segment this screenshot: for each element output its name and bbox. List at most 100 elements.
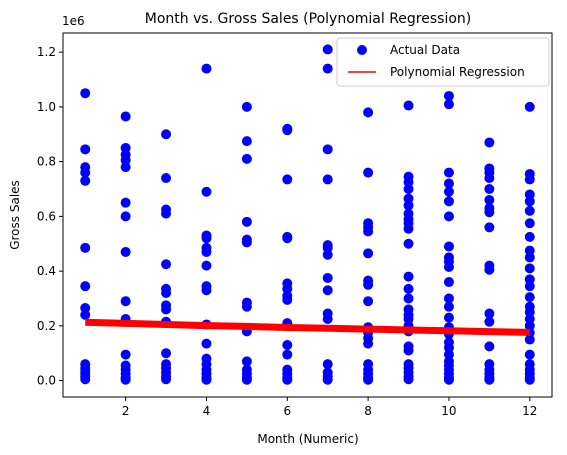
y-tick-label: 0.8 (37, 155, 56, 169)
data-point (201, 233, 212, 244)
data-point (524, 374, 535, 385)
data-point (443, 90, 454, 101)
data-point (484, 374, 495, 385)
legend-box (336, 37, 550, 87)
data-point (524, 334, 535, 345)
data-point (443, 312, 454, 323)
data-point (443, 211, 454, 222)
chart-title: Month vs. Gross Sales (Polynomial Regres… (145, 11, 472, 27)
data-point (241, 374, 252, 385)
data-point (241, 136, 252, 147)
plot-area (80, 44, 535, 385)
data-point (363, 248, 374, 259)
data-point (120, 211, 131, 222)
data-point (120, 162, 131, 173)
data-point (161, 259, 172, 270)
data-point (80, 144, 91, 155)
data-point (524, 245, 535, 256)
data-point (363, 374, 374, 385)
data-point (403, 200, 414, 211)
y-axis-label: Gross Sales (8, 180, 22, 250)
legend: Actual Data Polynomial Regression (336, 37, 550, 87)
data-point (524, 292, 535, 303)
data-point (443, 196, 454, 207)
data-point (443, 277, 454, 288)
data-point (161, 374, 172, 385)
y-tick-label: 0.2 (37, 319, 56, 333)
data-point (80, 175, 91, 186)
data-point (403, 100, 414, 111)
data-point (161, 173, 172, 184)
data-point (524, 205, 535, 216)
data-point (120, 349, 131, 360)
y-tick-label: 0.0 (37, 374, 56, 388)
y-tick-label: 0.4 (37, 264, 56, 278)
x-axis-label: Month (Numeric) (257, 432, 358, 446)
data-point (403, 345, 414, 356)
data-point (80, 374, 91, 385)
legend-marker-actual-data (357, 45, 367, 55)
y-tick-label: 1.0 (37, 100, 56, 114)
data-point (403, 177, 414, 188)
data-point (120, 111, 131, 122)
data-point (403, 283, 414, 294)
data-point (120, 246, 131, 257)
data-point (201, 285, 212, 296)
data-point (524, 314, 535, 324)
x-axis: 2 4 6 8 10 12 (122, 397, 537, 418)
data-point (484, 308, 495, 319)
data-point (443, 241, 454, 252)
x-tick-label: 2 (122, 404, 130, 418)
data-point (524, 101, 535, 112)
data-point (282, 349, 293, 360)
data-point (80, 88, 91, 99)
y-tick-label: 1.2 (37, 45, 56, 59)
data-point (322, 359, 333, 370)
data-point (120, 296, 131, 307)
data-point (201, 246, 212, 257)
data-point (443, 167, 454, 178)
data-point (484, 264, 495, 275)
data-point (484, 222, 495, 233)
data-point (241, 356, 252, 367)
data-point (363, 167, 374, 178)
data-point (201, 260, 212, 271)
data-point (363, 107, 374, 118)
data-point (282, 340, 293, 350)
data-point (403, 223, 414, 234)
x-tick-label: 10 (441, 404, 456, 418)
data-point (363, 279, 374, 290)
data-point (524, 231, 535, 242)
data-point (80, 242, 91, 253)
data-point (201, 186, 212, 197)
data-point (403, 293, 414, 304)
data-point (282, 125, 293, 136)
data-point (80, 167, 91, 178)
data-point (524, 263, 535, 274)
data-point (443, 186, 454, 197)
y-axis: 0.0 0.2 0.4 0.6 0.8 1.0 1.2 (37, 45, 63, 388)
x-tick-label: 4 (203, 404, 211, 418)
data-point (524, 189, 535, 200)
data-point (201, 338, 212, 349)
legend-label-actual-data: Actual Data (390, 43, 460, 57)
data-point (524, 252, 535, 263)
data-point (403, 314, 414, 324)
data-point (363, 296, 374, 307)
data-point (161, 348, 172, 359)
x-tick-label: 6 (283, 404, 291, 418)
data-point (403, 184, 414, 194)
data-point (403, 374, 414, 385)
data-point (241, 237, 252, 248)
data-point (484, 173, 495, 184)
data-point (322, 374, 333, 385)
y-scale-factor: 1e6 (62, 14, 85, 28)
data-point (80, 309, 91, 320)
data-point (322, 272, 333, 283)
data-point (322, 63, 333, 74)
x-tick-label: 12 (522, 404, 537, 418)
data-point (443, 349, 454, 360)
axes-frame (62, 32, 553, 398)
y-tick-label: 0.6 (37, 209, 56, 223)
